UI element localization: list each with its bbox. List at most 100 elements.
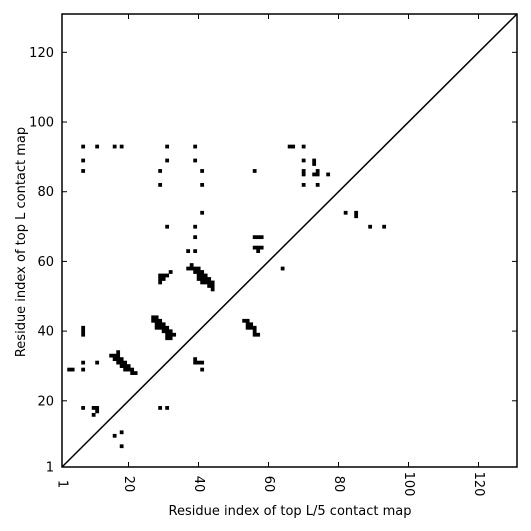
lower-contact-point <box>245 318 250 323</box>
lower-contact-point <box>126 364 131 368</box>
lower-contact-point <box>151 318 156 323</box>
y-tick-label: 40 <box>37 325 54 340</box>
upper-contact-point <box>200 270 205 274</box>
lower-contact-point <box>158 406 163 410</box>
lower-contact-point <box>172 332 177 337</box>
upper-contact-point <box>158 169 163 173</box>
upper-contact-point <box>193 224 198 229</box>
upper-contact-point <box>81 158 86 163</box>
upper-contact-point <box>81 144 86 149</box>
lower-contact-point <box>70 367 75 372</box>
lower-contact-point <box>249 322 254 327</box>
upper-contact-point <box>301 169 306 173</box>
upper-contact-point <box>368 224 373 229</box>
lower-contact-point <box>161 325 166 330</box>
upper-contact-point <box>207 280 212 285</box>
lower-contact-point <box>81 367 86 372</box>
upper-contact-point <box>165 144 170 149</box>
upper-contact-point <box>207 284 212 288</box>
lower-contact-point <box>161 329 166 334</box>
lower-contact-point <box>81 360 86 365</box>
lower-contact-point <box>95 360 100 365</box>
upper-contact-point <box>165 224 170 229</box>
lower-contact-point <box>154 318 159 323</box>
upper-contact-point <box>112 144 117 149</box>
upper-contact-point <box>196 266 201 271</box>
upper-contact-point <box>252 169 257 173</box>
lower-contact-point <box>126 367 131 372</box>
x-tick-label: 20 <box>121 476 136 493</box>
lower-contact-point <box>130 371 135 375</box>
lower-contact-point <box>91 406 96 410</box>
lower-contact-point <box>67 367 72 372</box>
upper-contact-point <box>315 172 320 177</box>
lower-contact-point <box>112 357 117 362</box>
upper-contact-point <box>168 270 173 274</box>
y-tick-label: 120 <box>29 46 54 61</box>
upper-contact-point <box>301 172 306 177</box>
upper-contact-point <box>161 277 166 281</box>
upper-contact-point <box>256 245 261 250</box>
lower-contact-point <box>109 353 114 358</box>
upper-contact-point <box>280 266 285 271</box>
upper-contact-point <box>354 214 359 219</box>
upper-contact-point <box>301 183 306 187</box>
lower-contact-point <box>168 336 173 341</box>
upper-contact-point <box>158 277 163 281</box>
lower-contact-point <box>158 325 163 330</box>
x-tick-label: 60 <box>261 476 276 493</box>
lower-contact-point <box>165 336 170 341</box>
upper-contact-point <box>189 266 194 271</box>
upper-contact-point <box>189 263 194 267</box>
lower-contact-point <box>112 433 117 438</box>
lower-contact-point <box>119 430 124 435</box>
lower-contact-point <box>193 360 198 365</box>
upper-contact-point <box>200 273 205 278</box>
upper-contact-point <box>196 273 201 278</box>
lower-contact-point <box>165 329 170 334</box>
y-axis-title: Residue index of top L contact map <box>14 127 29 357</box>
upper-contact-point <box>200 280 205 285</box>
lower-contact-point <box>119 357 124 362</box>
lower-contact-point <box>91 412 96 417</box>
upper-contact-point <box>301 144 306 149</box>
lower-contact-point <box>81 406 86 410</box>
upper-contact-point <box>186 266 191 271</box>
lower-contact-point <box>154 325 159 330</box>
upper-contact-point <box>158 273 163 278</box>
lower-contact-point <box>123 360 128 365</box>
upper-contact-point <box>259 235 264 240</box>
upper-contact-point <box>165 158 170 163</box>
lower-contact-point <box>81 325 86 330</box>
lower-contact-point <box>158 318 163 323</box>
lower-contact-point <box>81 329 86 334</box>
lower-contact-point <box>123 367 128 372</box>
upper-contact-point <box>315 183 320 187</box>
y-tick-label: 60 <box>37 255 54 270</box>
upper-contact-point <box>252 245 257 250</box>
upper-contact-point <box>193 235 198 240</box>
lower-contact-point <box>154 315 159 320</box>
upper-contact-point <box>119 144 124 149</box>
upper-contact-point <box>186 249 191 253</box>
plot-frame <box>61 13 518 468</box>
upper-contact-point <box>256 249 261 253</box>
lower-contact-point <box>81 332 86 337</box>
upper-contact-point <box>252 235 257 240</box>
lower-contact-point <box>123 364 128 368</box>
upper-contact-point <box>343 210 348 215</box>
lower-contact-point <box>119 364 124 368</box>
lower-contact-point <box>165 325 170 330</box>
upper-contact-point <box>210 280 215 285</box>
lower-contact-point <box>245 322 250 327</box>
lower-contact-point <box>161 322 166 327</box>
upper-contact-point <box>200 210 205 215</box>
upper-contact-point <box>312 162 317 166</box>
x-axis-title: Residue index of top L/5 contact map <box>169 504 412 519</box>
y-tick-label: 100 <box>29 116 54 131</box>
lower-contact-point <box>242 318 247 323</box>
upper-contact-point <box>291 144 296 149</box>
upper-contact-point <box>193 266 198 271</box>
upper-contact-point <box>196 270 201 274</box>
